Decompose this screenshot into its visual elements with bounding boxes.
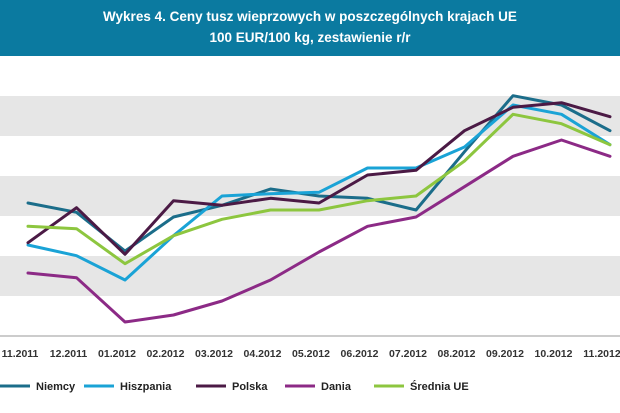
x-tick-label: 09.2012 (486, 348, 524, 360)
series-line-1 (26, 103, 612, 282)
x-tick-label: 11.2011 (2, 348, 39, 360)
series-line-3 (26, 138, 612, 324)
chart-subtitle: 100 EUR/100 kg, zestawienie r/r (209, 30, 411, 45)
legend-label: Dania (321, 381, 352, 393)
legend-label: Niemcy (36, 381, 76, 393)
legend-label: Polska (232, 381, 268, 393)
grid-band (0, 296, 620, 336)
series-line-2 (26, 101, 612, 256)
series-line-0 (26, 94, 612, 253)
x-tick-label: 01.2012 (98, 348, 136, 360)
x-tick-label: 04.2012 (244, 348, 282, 360)
x-tick-label: 06.2012 (341, 348, 379, 360)
x-tick-label: 11.2012 (583, 348, 620, 360)
grid-band (0, 136, 620, 176)
x-tick-label: 12.2011 (50, 348, 88, 360)
x-tick-label: 08.2012 (438, 348, 476, 360)
x-tick-label: 05.2012 (292, 348, 330, 360)
chart-title: Wykres 4. Ceny tusz wieprzowych w poszcz… (103, 9, 517, 24)
x-tick-label: 02.2012 (147, 348, 185, 360)
grid-band (0, 256, 620, 296)
chart-header: Wykres 4. Ceny tusz wieprzowych w poszcz… (0, 0, 620, 56)
series-line-4 (26, 112, 612, 266)
legend-label: Średnia UE (410, 380, 469, 393)
legend-label: Hiszpania (120, 381, 172, 393)
x-tick-label: 03.2012 (195, 348, 233, 360)
x-tick-label: 10.2012 (535, 348, 573, 360)
grid-band (0, 56, 620, 96)
x-tick-label: 07.2012 (389, 348, 427, 360)
